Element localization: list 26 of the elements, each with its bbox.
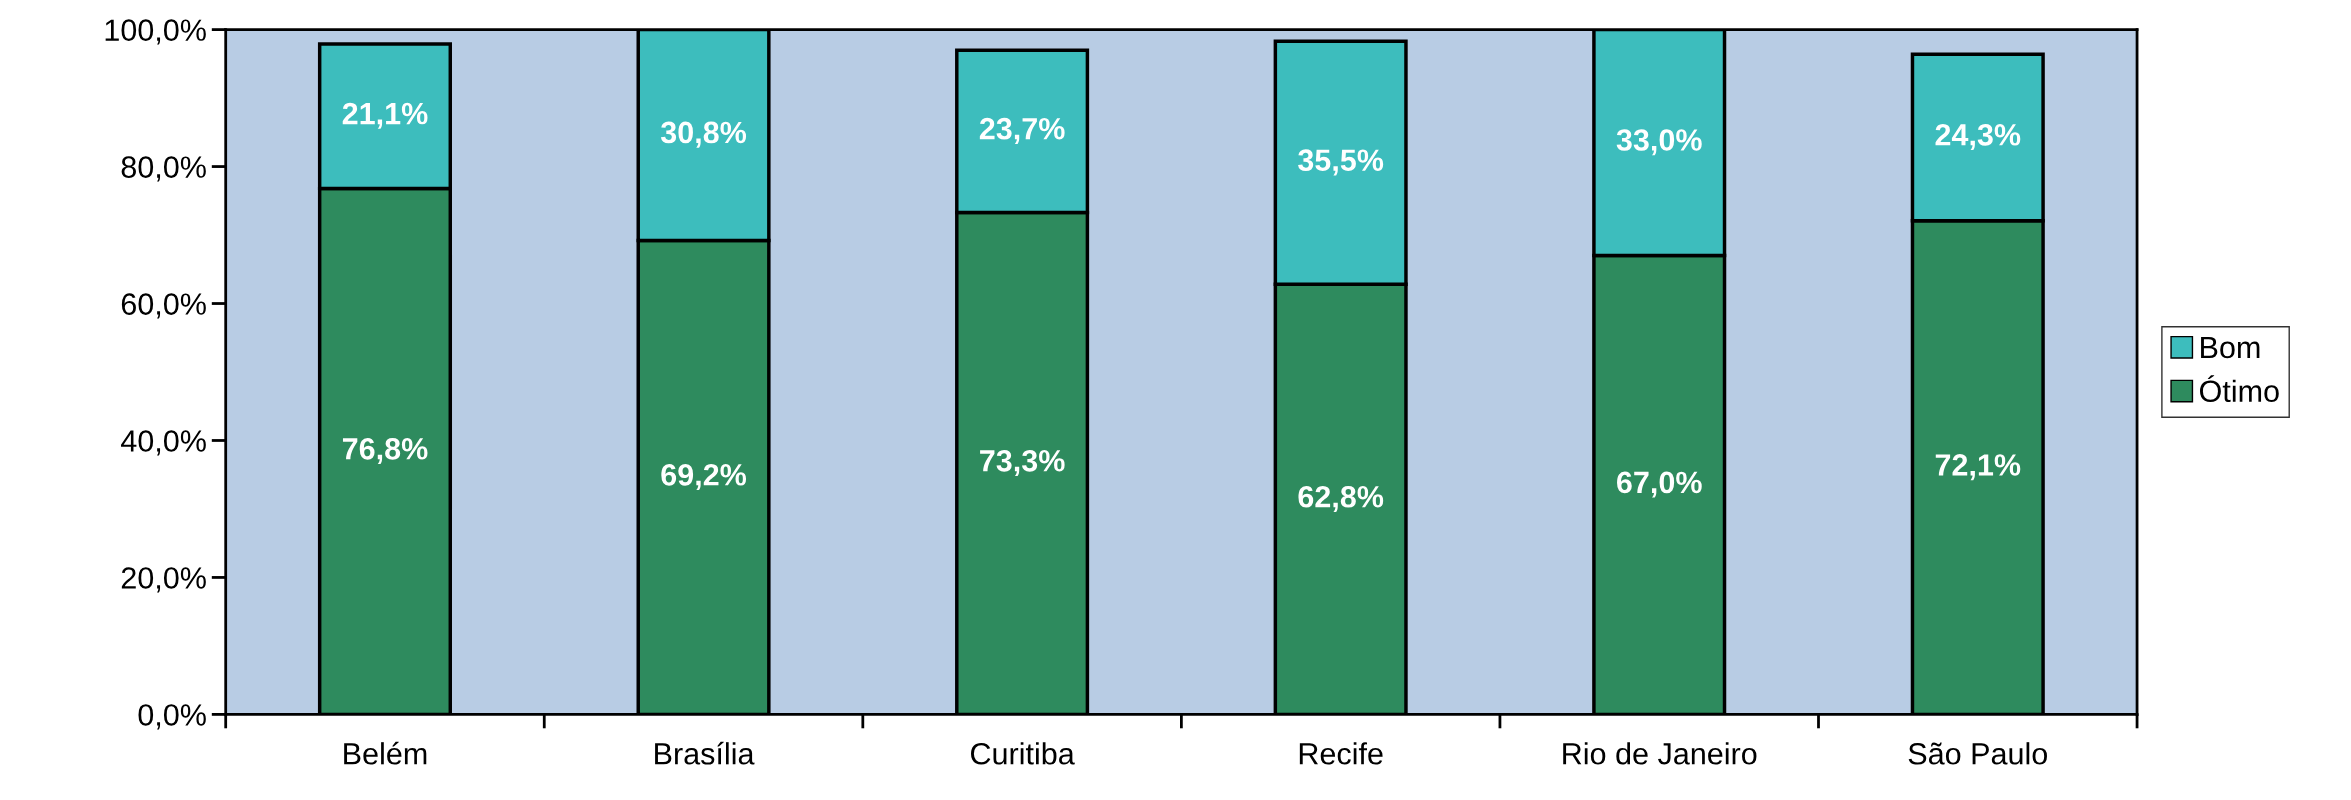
y-tick-label: 80,0% <box>121 156 206 182</box>
data-label: 21,1% <box>342 102 428 129</box>
legend-label: Ótimo <box>2200 375 2279 403</box>
x-tick-label: Curitiba <box>971 742 1075 765</box>
data-label: 69,2% <box>661 464 747 491</box>
x-tick-label: Brasília <box>655 741 755 765</box>
y-tick-label: 20,0% <box>121 567 206 593</box>
y-tick-label: 60,0% <box>121 293 206 319</box>
y-tick-label: 40,0% <box>121 430 206 456</box>
data-label: 76,8% <box>342 438 428 465</box>
data-label: 23,7% <box>979 117 1065 144</box>
data-label: 24,3% <box>1935 124 2021 151</box>
data-label: 62,8% <box>1298 485 1384 513</box>
x-tick-label: Rio de Janeiro <box>1563 742 1757 765</box>
data-label: 73,3% <box>980 449 1065 477</box>
legend-label: Bom <box>2201 337 2260 359</box>
x-tick-label: São Paulo <box>1908 742 2047 765</box>
data-label: 72,1% <box>1935 454 2021 481</box>
x-tick-label: Belém <box>344 741 427 765</box>
y-tick-label: 0,0% <box>138 704 206 730</box>
data-label: 67,0% <box>1617 471 1702 498</box>
data-label: 33,0% <box>1616 129 1702 156</box>
x-tick-label: Recife <box>1299 742 1383 765</box>
y-tick-label: 100,0% <box>105 19 206 45</box>
data-label: 35,5% <box>1298 149 1384 176</box>
data-label: 30,8% <box>660 121 747 148</box>
